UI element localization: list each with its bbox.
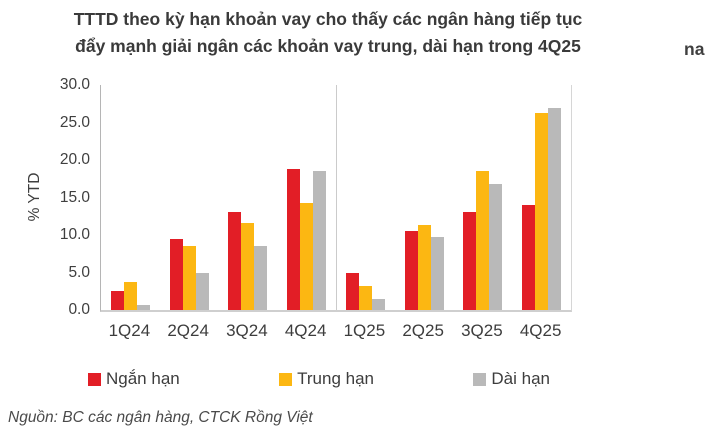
bar-1q25-series-0 [345, 272, 359, 310]
bar-group-3q25 [454, 85, 513, 310]
bar-group-2q25 [395, 85, 454, 310]
y-tick-label: 25.0 [59, 113, 90, 131]
bar-1q25-series-1 [358, 286, 372, 310]
x-axis-label-4q25: 4Q25 [519, 321, 562, 340]
y-tick-label: 15.0 [59, 188, 90, 206]
legend-label: Dài hạn [491, 369, 550, 388]
x-axis-label-4q24: 4Q24 [284, 321, 327, 340]
bar-group-3q24 [219, 85, 278, 310]
chart-legend: Ngắn hạn Trung hạn Dài hạn [88, 369, 550, 389]
x-axis-label-1q25: 1Q25 [343, 321, 386, 340]
bar-group-1q24 [101, 85, 160, 310]
bar-3q24-series-1 [241, 223, 255, 310]
chart-title: TTTD theo kỳ hạn khoản vay cho thấy các … [4, 6, 652, 60]
bar-4q25-series-2 [548, 107, 562, 310]
bar-3q24-series-0 [228, 211, 242, 310]
y-tick-label: 0.0 [68, 301, 90, 318]
x-axis-label-2q24: 2Q24 [167, 321, 209, 340]
y-tick-label: 30.0 [59, 76, 90, 93]
bar-groups [101, 85, 571, 310]
bar-2q24-series-1 [182, 245, 196, 310]
year-separator-line [336, 85, 337, 310]
chart-title-line-1: TTTD theo kỳ hạn khoản vay cho thấy các … [73, 9, 583, 29]
x-axis-label-1q24: 1Q24 [108, 321, 151, 340]
bar-group-1q25 [336, 85, 395, 310]
bar-2q24-series-2 [195, 272, 209, 310]
plot-area [100, 85, 572, 312]
adjacent-panel-text-fragment: na [684, 39, 705, 59]
legend-item-series-0: Ngắn hạn [88, 369, 180, 389]
y-axis-ticks: 30.0 25.0 20.0 15.0 10.0 5.0 0.0 [0, 76, 90, 318]
x-axis-label-3q25: 3Q25 [461, 321, 503, 340]
bar-4q24-series-2 [313, 171, 327, 310]
bar-3q25-series-2 [489, 184, 503, 310]
legend-item-series-1: Trung hạn [279, 369, 374, 389]
bar-group-4q24 [277, 85, 336, 310]
bar-3q25-series-0 [463, 211, 477, 310]
y-tick-label: 5.0 [68, 263, 90, 281]
legend-label: Ngắn hạn [106, 369, 180, 388]
bar-3q25-series-1 [476, 171, 490, 310]
bar-1q24-series-1 [123, 281, 137, 310]
bar-4q24-series-0 [287, 169, 301, 310]
y-tick-label: 20.0 [59, 151, 90, 168]
bar-2q25-series-2 [430, 236, 444, 310]
source-note: Nguồn: BC các ngân hàng, CTCK Rồng Việt [8, 409, 313, 426]
bar-group-4q25 [512, 85, 571, 310]
bar-1q24-series-2 [136, 304, 150, 310]
x-axis-label-2q25: 2Q25 [402, 321, 444, 340]
bar-1q24-series-0 [110, 291, 124, 310]
legend-item-series-2: Dài hạn [473, 369, 550, 389]
bar-2q24-series-0 [169, 238, 183, 310]
y-tick-label: 10.0 [59, 226, 90, 243]
legend-swatch-icon [279, 372, 293, 386]
bar-4q25-series-1 [535, 112, 549, 310]
bar-2q25-series-0 [404, 230, 418, 310]
bar-chart: % YTD 30.0 25.0 20.0 15.0 10.0 5.0 0.0 1Q24 2Q2… [0, 75, 709, 347]
bar-4q25-series-0 [522, 205, 536, 310]
x-axis-labels: 1Q24 2Q24 3Q24 4Q24 1Q25 2Q25 3Q25 4Q25 [100, 321, 570, 341]
bar-2q25-series-1 [417, 225, 431, 310]
bar-group-2q24 [160, 85, 219, 310]
chart-title-line-2: đẩy mạnh giải ngân các khoản vay trung, … [75, 36, 581, 56]
bar-1q25-series-2 [371, 298, 385, 310]
bar-4q24-series-1 [300, 202, 314, 310]
bar-3q24-series-2 [254, 246, 268, 310]
legend-swatch-icon [473, 372, 487, 386]
x-axis-label-3q24: 3Q24 [226, 321, 268, 340]
legend-label: Trung hạn [297, 369, 374, 388]
legend-swatch-icon [88, 372, 101, 386]
